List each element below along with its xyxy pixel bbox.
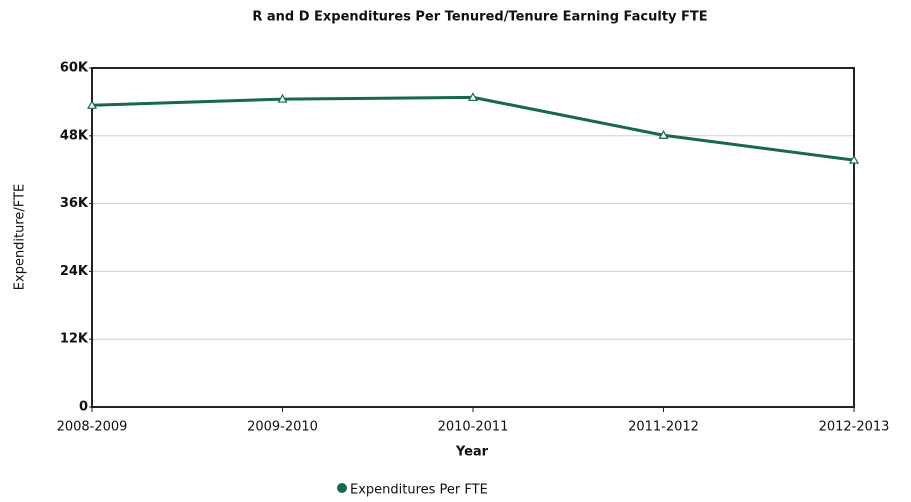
plot-border <box>91 67 855 408</box>
point-marker <box>467 92 479 101</box>
x-tick-label: 2010-2011 <box>438 420 509 435</box>
legend-marker <box>337 483 347 493</box>
y-tick-label: 36K <box>60 196 89 211</box>
y-tick-label: 48K <box>60 128 89 143</box>
point-marker <box>848 154 860 164</box>
series-line <box>91 95 855 162</box>
x-tick-label: 2008-2009 <box>57 420 128 435</box>
point-marker <box>658 130 669 139</box>
point-marker <box>86 100 98 109</box>
y-tick-label: 24K <box>60 264 89 279</box>
y-tick-label: 60K <box>60 61 89 76</box>
x-tick-label: 2011-2012 <box>628 420 699 435</box>
y-axis-title: Expenditure/FTE <box>13 184 28 290</box>
y-tick-label: 0 <box>79 400 88 415</box>
chart-title: R and D Expenditures Per Tenured/Tenure … <box>252 10 707 25</box>
x-axis-title: Year <box>455 445 489 460</box>
legend-label: Expenditures Per FTE <box>350 483 488 498</box>
y-tick-label: 12K <box>60 332 89 347</box>
x-tick-label: 2009-2010 <box>247 420 318 435</box>
x-tick-label: 2012-2013 <box>819 420 890 435</box>
point-marker <box>277 93 288 103</box>
